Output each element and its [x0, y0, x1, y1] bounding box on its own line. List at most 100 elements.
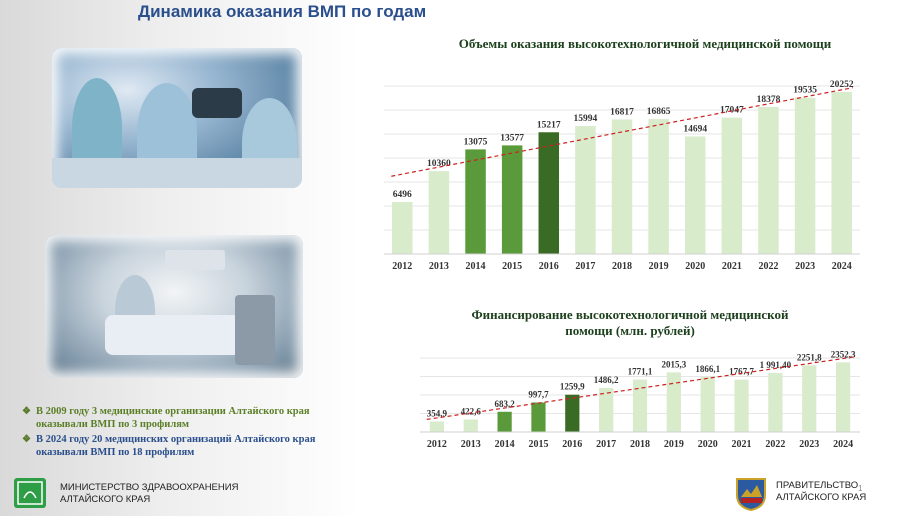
- chart-bar: [428, 171, 450, 254]
- chart1-volume: 6496 2012 10360 2013 13075 2014 13577 2015 15217…: [384, 80, 860, 272]
- gov-line1: ПРАВИТЕЛЬСТВО: [776, 480, 859, 491]
- chart1-title: Объемы оказания высокотехнологичной меди…: [458, 36, 832, 51]
- data-label: 2352,3: [831, 349, 856, 359]
- x-tick-label: 2014: [495, 439, 515, 450]
- chart-bar: [700, 376, 715, 432]
- x-tick-label: 2016: [539, 261, 559, 272]
- x-tick-label: 2013: [429, 261, 449, 272]
- data-label: 683,2: [494, 399, 515, 409]
- chart-bar: [392, 202, 413, 254]
- chart-bar: [599, 388, 614, 432]
- chart-bar: [538, 132, 560, 254]
- chart-bar: [497, 411, 512, 432]
- x-tick-label: 2014: [466, 261, 486, 272]
- chart-bar: [429, 421, 445, 432]
- surgery-photo: [52, 48, 302, 188]
- data-label: 1771,1: [628, 367, 653, 377]
- chart2-financing: 354,9 2012 422,6 2013 683,2 2014 997,7 2015 1259…: [420, 349, 860, 450]
- data-label: 1866,1: [695, 364, 720, 374]
- chart-bar: [648, 119, 669, 254]
- x-tick-label: 2015: [528, 439, 548, 450]
- x-tick-label: 2017: [596, 439, 616, 450]
- chart-bar: [835, 362, 851, 432]
- chart-bar: [721, 117, 743, 255]
- data-label: 16817: [610, 107, 634, 117]
- trend-line: [426, 356, 854, 420]
- data-label: 422,6: [461, 406, 482, 416]
- diamond-bullet-icon: ❖: [22, 434, 31, 445]
- chart-bar: [632, 379, 648, 432]
- data-label: 6496: [393, 190, 412, 200]
- gov-line2: АЛТАЙСКОГО КРАЯ: [776, 492, 867, 503]
- chart2-title-line2: помощи (млн. рублей): [565, 323, 695, 338]
- data-label: 2015,3: [661, 359, 686, 369]
- data-label: 16865: [647, 107, 671, 117]
- bullet-text: В 2024 году 20 медицинских организаций А…: [36, 434, 316, 458]
- x-tick-label: 2022: [758, 261, 778, 272]
- x-tick-label: 2022: [765, 439, 785, 450]
- x-tick-label: 2015: [502, 261, 522, 272]
- data-label: 18378: [757, 95, 781, 105]
- x-tick-label: 2024: [833, 439, 853, 450]
- x-tick-label: 2019: [649, 261, 669, 272]
- chart-bar: [465, 149, 486, 254]
- bullet-text: В 2009 году 3 медицинские организации Ал…: [36, 406, 310, 430]
- chart-bar: [768, 373, 783, 432]
- chart-bar: [831, 91, 852, 254]
- bullet-item: ❖ В 2009 году 3 медицинские организации …: [22, 405, 322, 431]
- chart-bar: [794, 97, 816, 254]
- x-tick-label: 2012: [392, 261, 412, 272]
- chart-bar: [802, 365, 817, 432]
- chart-bar: [501, 145, 523, 254]
- slide-title: Динамика оказания ВМП по годам: [138, 2, 427, 21]
- chart-bar: [565, 394, 580, 432]
- page-number: 1: [858, 484, 863, 493]
- data-label: 1259,9: [560, 382, 585, 392]
- data-label: 15994: [574, 114, 598, 124]
- data-label: 14694: [683, 124, 707, 134]
- x-tick-label: 2016: [562, 439, 582, 450]
- data-label: 20252: [830, 80, 854, 90]
- operating-room-photo: [45, 235, 303, 378]
- x-tick-label: 2017: [575, 261, 595, 272]
- chart2-title-line1: Финансирование высокотехнологичной медиц…: [471, 307, 789, 322]
- ministry-line2: АЛТАЙСКОГО КРАЯ: [60, 494, 151, 505]
- chart-bar: [463, 419, 478, 432]
- ministry-logo-icon: [14, 478, 46, 508]
- trend-line: [391, 87, 853, 177]
- data-label: 13577: [500, 133, 524, 143]
- chart-bar: [684, 136, 706, 254]
- x-tick-label: 2013: [461, 439, 481, 450]
- x-tick-label: 2018: [630, 439, 650, 450]
- chart-bar: [611, 119, 633, 255]
- chart-bar: [734, 379, 749, 432]
- x-tick-label: 2020: [685, 261, 705, 272]
- x-tick-label: 2019: [664, 439, 684, 450]
- x-tick-label: 2023: [795, 261, 815, 272]
- x-tick-label: 2024: [832, 261, 852, 272]
- data-label: 10360: [427, 159, 451, 169]
- coat-of-arms-icon: [733, 475, 769, 512]
- diamond-bullet-icon: ❖: [22, 406, 31, 417]
- data-label: 1 991,40: [760, 360, 792, 370]
- data-label: 997,7: [528, 389, 549, 399]
- data-label: 15217: [537, 120, 561, 130]
- data-label: 13075: [464, 137, 488, 147]
- chart-bar: [531, 402, 546, 432]
- x-tick-label: 2018: [612, 261, 632, 272]
- data-label: 2251,8: [797, 352, 822, 362]
- chart-bar: [758, 106, 779, 254]
- ministry-name: МИНИСТЕРСТВО ЗДРАВООХРАНЕНИЯ АЛТАЙСКОГО …: [60, 482, 238, 506]
- data-label: 1486,2: [594, 375, 619, 385]
- data-label: 19535: [793, 86, 817, 96]
- x-tick-label: 2012: [427, 439, 447, 450]
- data-label: 354,9: [427, 408, 448, 418]
- x-tick-label: 2021: [722, 261, 742, 272]
- data-label: 1767,7: [729, 367, 754, 377]
- bullet-list: ❖ В 2009 году 3 медицинские организации …: [22, 405, 322, 461]
- ministry-line1: МИНИСТЕРСТВО ЗДРАВООХРАНЕНИЯ: [60, 482, 239, 493]
- government-name: ПРАВИТЕЛЬСТВО АЛТАЙСКОГО КРАЯ: [776, 480, 866, 504]
- chart-bar: [666, 372, 681, 432]
- bullet-item: ❖ В 2024 году 20 медицинских организаций…: [22, 433, 322, 459]
- x-tick-label: 2020: [698, 439, 718, 450]
